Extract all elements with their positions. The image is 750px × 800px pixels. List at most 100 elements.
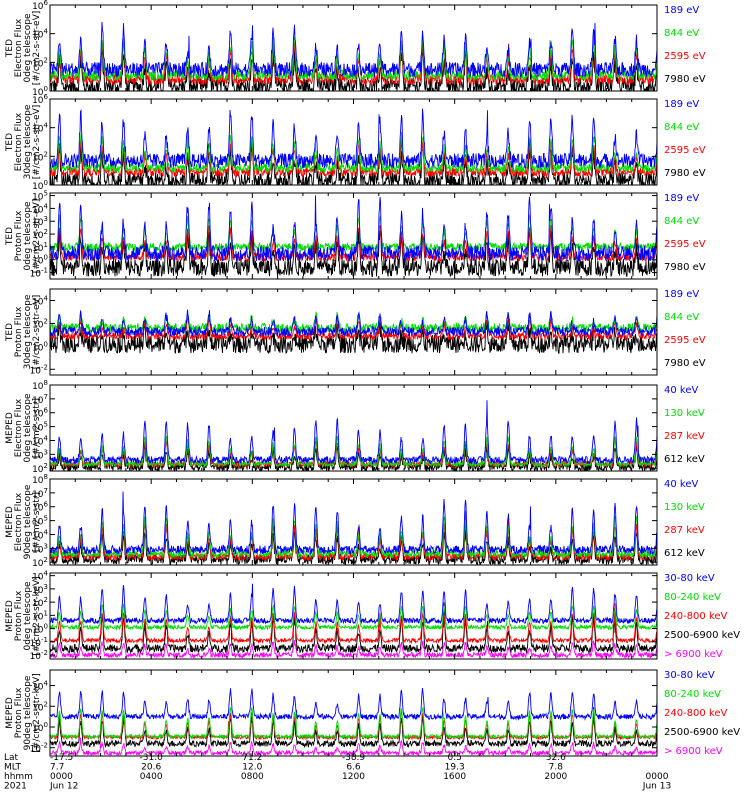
legend-entry-p1-3: 2595 eV xyxy=(664,51,706,62)
xaxis-tick-label: 20.6 xyxy=(141,763,161,773)
ylabel-line: [#/cm2-s-str-eV] xyxy=(32,295,42,370)
xaxis-tick-label: 6.6 xyxy=(346,763,361,773)
ylabel-line: 90deg telescope xyxy=(23,484,33,559)
xaxis-tick-label: 2000 xyxy=(544,772,567,782)
legend-entry-p8-2: 80-240 keV xyxy=(664,689,721,700)
ylabel-line: Proton Flux xyxy=(14,590,24,641)
ytick-label: 107 xyxy=(32,487,48,500)
ytick-label: 105 xyxy=(32,515,48,528)
ylabel-line: [#/cm2-s-str-eV] xyxy=(32,11,42,86)
legend-entry-p5-4: 612 keV xyxy=(664,454,705,465)
series-line-p2-4 xyxy=(50,108,657,170)
legend-entry-p6-1: 40 keV xyxy=(664,479,698,490)
xaxis-tick-label: 12.0 xyxy=(242,763,262,773)
legend-entry-p8-5: > 6900 keV xyxy=(664,746,723,757)
ylabel-line: [#/cm2-s-str-keV] xyxy=(32,673,42,752)
ytick-label: 108 xyxy=(32,473,48,486)
ylabel-line: MEPED xyxy=(5,412,15,444)
xaxis-tick-label: Jun 13 xyxy=(642,782,671,792)
series-line-p2-2 xyxy=(50,139,657,178)
ytick-label: 103 xyxy=(32,448,48,461)
legend-entry-p7-1: 30-80 keV xyxy=(664,573,715,584)
panel-2-data xyxy=(50,108,657,185)
ylabel-line: MEPED xyxy=(5,506,15,538)
legend-entry-p8-1: 30-80 keV xyxy=(664,670,715,681)
ytick-label: 106 xyxy=(32,501,48,514)
ytick-label: 102 xyxy=(32,228,48,241)
ylabel-line: [#/cm2-s-str-eV] xyxy=(32,105,42,180)
xaxis-tick-label: 1200 xyxy=(342,772,365,782)
series-line-p1-3 xyxy=(50,35,657,82)
ylabel-line: [#/cm2-s-str] xyxy=(32,398,42,458)
xaxis-tick-label: 7.8 xyxy=(549,763,564,773)
ylabel-line: 90deg telescope xyxy=(23,675,33,750)
series-line-p1-2 xyxy=(50,40,657,87)
ylabel-line: [#/cm2-s-str] xyxy=(32,492,42,552)
ytick-label: 101 xyxy=(32,241,48,254)
ytick-label: 104 xyxy=(32,122,48,135)
ytick-label: 100 xyxy=(32,85,48,98)
series-line-p5-4 xyxy=(50,400,657,466)
ytick-label: 105 xyxy=(32,421,48,434)
ytick-label: 103 xyxy=(32,215,48,228)
panel-8: MEPED Proton Flux 90deg telescope [#/cm2-s-… xyxy=(5,669,740,757)
legend-entry-p7-3: 240-800 keV xyxy=(664,611,728,622)
legend-entry-p3-1: 189 eV xyxy=(664,193,699,204)
legend-entry-p5-1: 40 keV xyxy=(664,385,698,396)
series-line-p6-4 xyxy=(50,491,657,556)
legend-entry-p4-1: 189 eV xyxy=(664,289,699,300)
legend-entry-p6-4: 612 keV xyxy=(664,548,705,559)
ytick-label: 104 xyxy=(32,202,48,215)
legend-entry-p4-2: 844 eV xyxy=(664,312,699,323)
panel-5-data xyxy=(50,400,657,471)
ytick-label: 108 xyxy=(32,379,48,392)
xaxis-row-label: hhmm xyxy=(4,772,33,782)
series-line-p4-3 xyxy=(50,311,657,334)
legend-entry-p1-2: 844 eV xyxy=(664,28,699,39)
ytick-label: 100 xyxy=(32,721,48,734)
ytick-label: 106 xyxy=(32,407,48,420)
ytick-label: 10-1 xyxy=(30,636,48,649)
ytick-label: 104 xyxy=(32,28,48,41)
ytick-label: 103 xyxy=(32,542,48,555)
ylabel-line: [#/cm2-s-str-keV] xyxy=(32,576,42,655)
ylabel-line: Electron Flux xyxy=(14,112,24,171)
ylabel-line: TED xyxy=(5,133,15,152)
ytick-label: 102 xyxy=(32,56,48,69)
ylabel-line: TED xyxy=(5,227,15,246)
ytick-label: 105 xyxy=(32,190,48,203)
series-line-p3-3 xyxy=(50,214,657,253)
xaxis-tick-label: -17.5 xyxy=(50,753,73,763)
legend-entry-p7-2: 80-240 keV xyxy=(664,592,721,603)
legend-entry-p3-4: 7980 eV xyxy=(664,262,706,273)
ylabel-line: TED xyxy=(5,39,15,58)
panel-1: TED Electron Flux 0deg telescope [#/cm2-s-s… xyxy=(5,4,706,92)
ytick-label: 106 xyxy=(32,0,48,12)
xaxis-row-label: 2021 xyxy=(4,782,27,792)
panel-4-data xyxy=(50,309,657,355)
xaxis-tick-label: 71.2 xyxy=(242,753,262,763)
ylabel-line: 0deg telescope xyxy=(23,201,33,271)
panel-3-data xyxy=(50,195,657,278)
ylabel-line: MEPED xyxy=(5,600,15,632)
xaxis-tick-label: 0800 xyxy=(241,772,264,782)
ytick-label: 102 xyxy=(32,462,48,475)
panel-1-data xyxy=(50,21,657,91)
ytick-label: 107 xyxy=(32,393,48,406)
ytick-label: 100 xyxy=(32,179,48,192)
xaxis-tick-label: 0000 xyxy=(646,772,669,782)
legend-entry-p7-5: > 6900 keV xyxy=(664,649,723,660)
ylabel-line: MEPED xyxy=(5,697,15,729)
ylabel-line: 0deg telescope xyxy=(23,393,33,463)
series-line-p7-2 xyxy=(50,602,657,654)
legend-entry-p2-3: 2595 eV xyxy=(664,145,706,156)
series-line-p8-5 xyxy=(50,688,657,721)
panel-7-data xyxy=(50,583,657,659)
panel-6: MEPED Electron Flux 90deg telescope [#/cm2-… xyxy=(5,478,705,566)
series-line-p8-2 xyxy=(50,707,657,749)
legend-entry-p1-4: 7980 eV xyxy=(664,74,706,85)
xaxis-tick-label: -38.9 xyxy=(342,753,366,763)
ylabel-line: 30deg telescope xyxy=(23,294,33,369)
legend-entry-p4-4: 7980 eV xyxy=(664,358,706,369)
